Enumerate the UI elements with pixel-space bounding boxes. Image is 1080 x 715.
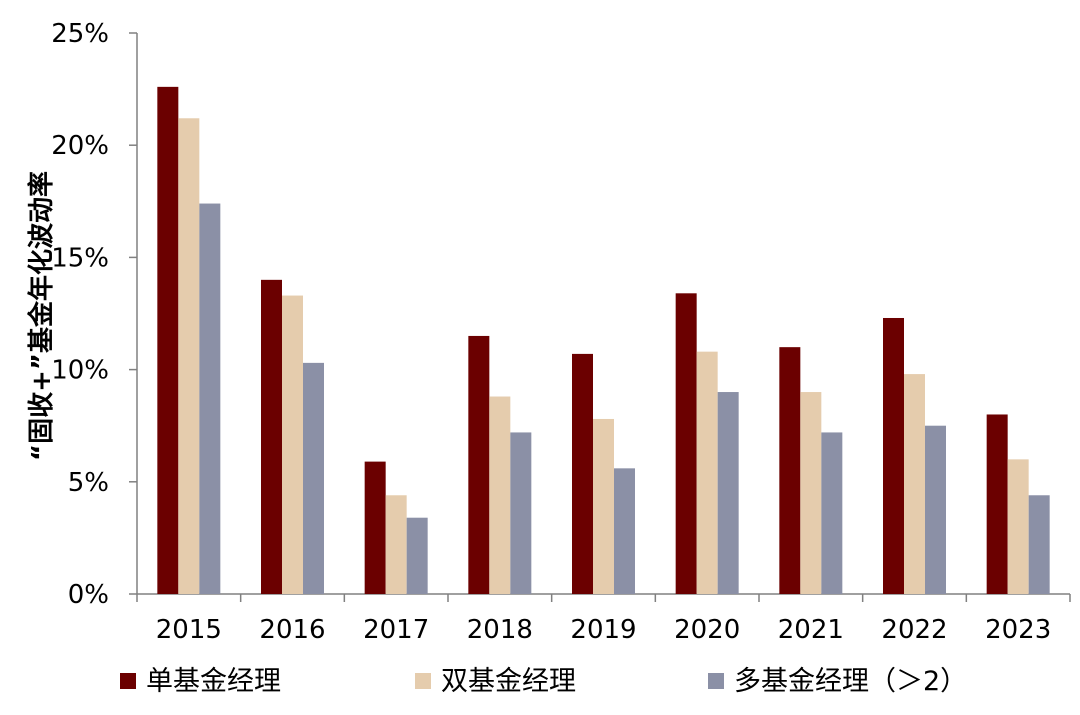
bar-2020-series-3: [717, 392, 739, 594]
legend-label-1: 单基金经理: [146, 666, 281, 697]
x-tick-label: 2019: [570, 615, 636, 645]
bars: [157, 86, 1050, 594]
y-tick-label: 0%: [68, 580, 109, 610]
y-axis-ticks: 0% 5% 10% 15% 20% 25%: [51, 19, 137, 610]
bar-2022-series-1: [883, 317, 904, 594]
bar-2022-series-3: [925, 425, 946, 594]
bar-2018-series-3: [510, 432, 532, 594]
bar-2023-series-1: [986, 414, 1008, 594]
bar-2021-series-2: [800, 392, 822, 594]
legend-swatch-1: [120, 673, 136, 689]
bar-2017-series-3: [406, 517, 428, 594]
bar-2019-series-2: [593, 418, 614, 594]
bar-2015-series-3: [199, 203, 221, 594]
bar-2015-series-2: [178, 118, 200, 594]
bar-2020-series-1: [675, 293, 697, 594]
bar-2023-series-3: [1028, 495, 1050, 594]
bar-2016-series-1: [261, 279, 282, 594]
bar-2018-series-2: [489, 396, 511, 594]
y-tick-label: 25%: [51, 19, 109, 49]
legend-swatch-3: [708, 673, 724, 689]
y-tick-label: 5%: [68, 468, 109, 498]
x-tick-label: 2016: [259, 615, 325, 645]
legend-label-2: 双基金经理: [441, 666, 576, 697]
bar-2021-series-1: [779, 347, 801, 594]
x-axis-ticks: 2015 2016 2017 2018 2019 2020 2021 2022 2023: [136, 594, 1071, 645]
y-tick-label: 15%: [51, 243, 109, 273]
bar-2020-series-2: [696, 351, 718, 594]
x-tick-label: 2021: [778, 615, 844, 645]
bar-2015-series-1: [157, 86, 179, 594]
bar-2016-series-2: [282, 295, 303, 594]
bar-2021-series-3: [821, 432, 843, 594]
legend-label-3: 多基金经理（＞2）: [734, 666, 967, 697]
x-tick-label: 2015: [156, 615, 222, 645]
bar-2022-series-2: [904, 374, 925, 594]
x-tick-label: 2018: [467, 615, 533, 645]
bar-2018-series-1: [468, 335, 490, 594]
legend-swatch-2: [415, 673, 431, 689]
bar-2019-series-3: [614, 468, 635, 594]
bar-2017-series-2: [385, 495, 407, 594]
legend: 单基金经理 双基金经理 多基金经理（＞2）: [120, 666, 967, 697]
bar-2023-series-2: [1007, 459, 1029, 594]
y-tick-label: 20%: [51, 131, 109, 161]
x-tick-label: 2017: [363, 615, 429, 645]
y-axis-label: “固收+”基金年化波动率: [26, 171, 57, 461]
bar-2016-series-3: [303, 362, 324, 594]
x-tick-label: 2023: [985, 615, 1051, 645]
bar-2019-series-1: [572, 353, 593, 594]
y-tick-label: 10%: [51, 356, 109, 386]
y-axis-label-group: “固收+”基金年化波动率: [26, 171, 57, 461]
x-tick-label: 2020: [674, 615, 740, 645]
bar-2017-series-1: [364, 461, 386, 594]
x-tick-label: 2022: [881, 615, 947, 645]
